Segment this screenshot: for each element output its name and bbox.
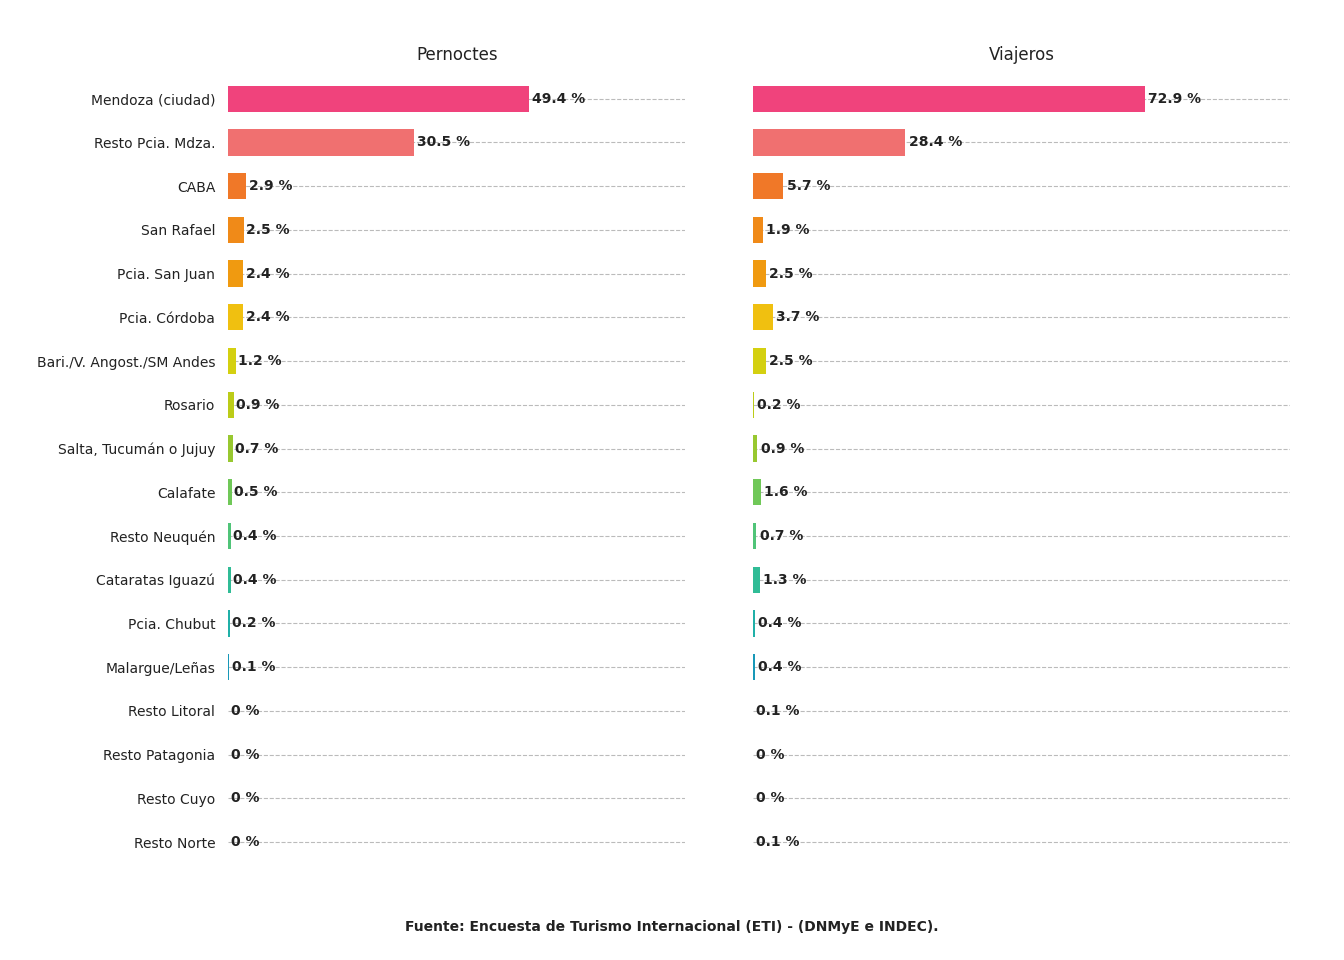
Text: 0.4 %: 0.4 % [234, 573, 277, 587]
Text: 5.7 %: 5.7 % [786, 180, 831, 193]
Text: 0.4 %: 0.4 % [758, 660, 801, 674]
Bar [228, 523, 231, 549]
Bar [228, 173, 246, 200]
Text: 2.5 %: 2.5 % [769, 267, 813, 280]
Text: 30.5 %: 30.5 % [417, 135, 470, 150]
Text: 0.2 %: 0.2 % [757, 397, 801, 412]
Text: 1.2 %: 1.2 % [238, 354, 282, 368]
Bar [753, 523, 757, 549]
Text: 2.5 %: 2.5 % [246, 223, 290, 237]
Title: Viajeros: Viajeros [988, 46, 1055, 64]
Text: 1.9 %: 1.9 % [766, 223, 809, 237]
Text: 0.2 %: 0.2 % [233, 616, 276, 631]
Bar [228, 260, 243, 287]
Text: 72.9 %: 72.9 % [1148, 91, 1202, 106]
Text: 49.4 %: 49.4 % [532, 91, 585, 106]
Text: 0.9 %: 0.9 % [761, 442, 804, 456]
Text: 0 %: 0 % [755, 748, 785, 761]
Text: 0.1 %: 0.1 % [757, 704, 800, 718]
Bar [228, 566, 231, 593]
Bar [228, 130, 414, 156]
Text: 2.9 %: 2.9 % [249, 180, 292, 193]
Text: 0.5 %: 0.5 % [234, 485, 277, 499]
Text: 3.7 %: 3.7 % [775, 310, 818, 324]
Bar [753, 173, 784, 200]
Text: 0.4 %: 0.4 % [234, 529, 277, 543]
Text: 2.4 %: 2.4 % [246, 310, 289, 324]
Bar [753, 130, 906, 156]
Bar [753, 436, 758, 462]
Text: 0 %: 0 % [231, 791, 259, 805]
Text: 0 %: 0 % [231, 748, 259, 761]
Bar [228, 304, 243, 330]
Text: 0.7 %: 0.7 % [759, 529, 802, 543]
Bar [753, 654, 755, 681]
Text: 0.7 %: 0.7 % [235, 442, 278, 456]
Text: 1.6 %: 1.6 % [765, 485, 808, 499]
Text: 0.1 %: 0.1 % [231, 660, 276, 674]
Bar [753, 260, 766, 287]
Bar [228, 479, 231, 505]
Bar [753, 217, 763, 243]
Bar [753, 479, 761, 505]
Bar [753, 85, 1145, 111]
Bar [228, 392, 234, 418]
Bar [228, 348, 235, 374]
Bar [228, 217, 243, 243]
Text: 0 %: 0 % [231, 835, 259, 850]
Text: 1.3 %: 1.3 % [763, 573, 806, 587]
Bar [228, 85, 530, 111]
Text: 0 %: 0 % [231, 704, 259, 718]
Bar [753, 611, 755, 636]
Text: 0 %: 0 % [755, 791, 785, 805]
Text: 28.4 %: 28.4 % [909, 135, 962, 150]
Text: 0.4 %: 0.4 % [758, 616, 801, 631]
Text: Fuente: Encuesta de Turismo Internacional (ETI) - (DNMyE e INDEC).: Fuente: Encuesta de Turismo Internaciona… [406, 921, 938, 934]
Bar [753, 348, 766, 374]
Title: Pernoctes: Pernoctes [417, 46, 497, 64]
Text: 2.5 %: 2.5 % [769, 354, 813, 368]
Bar [228, 436, 233, 462]
Text: 2.4 %: 2.4 % [246, 267, 289, 280]
Bar [753, 566, 759, 593]
Bar [753, 304, 773, 330]
Text: 0.9 %: 0.9 % [237, 397, 280, 412]
Text: 0.1 %: 0.1 % [757, 835, 800, 850]
